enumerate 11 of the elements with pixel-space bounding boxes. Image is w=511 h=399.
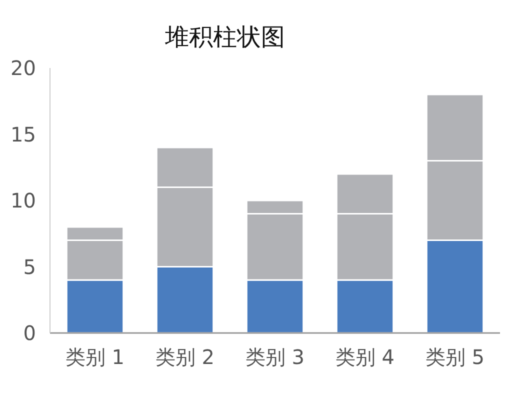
y-tick-label: 15: [10, 122, 36, 146]
y-tick-label: 10: [10, 188, 36, 212]
chart-title: 堆积柱状图: [164, 23, 285, 51]
y-tick-label: 0: [23, 321, 36, 345]
x-tick-label: 类别 2: [155, 345, 215, 369]
x-tick-label: 类别 4: [335, 345, 395, 369]
y-tick-label: 5: [23, 254, 36, 279]
x-tick-label: 类别 1: [65, 345, 125, 369]
y-tick-label: 20: [10, 56, 36, 80]
x-tick-label: 类别 3: [245, 345, 305, 369]
x-tick-label: 类别 5: [425, 345, 485, 369]
